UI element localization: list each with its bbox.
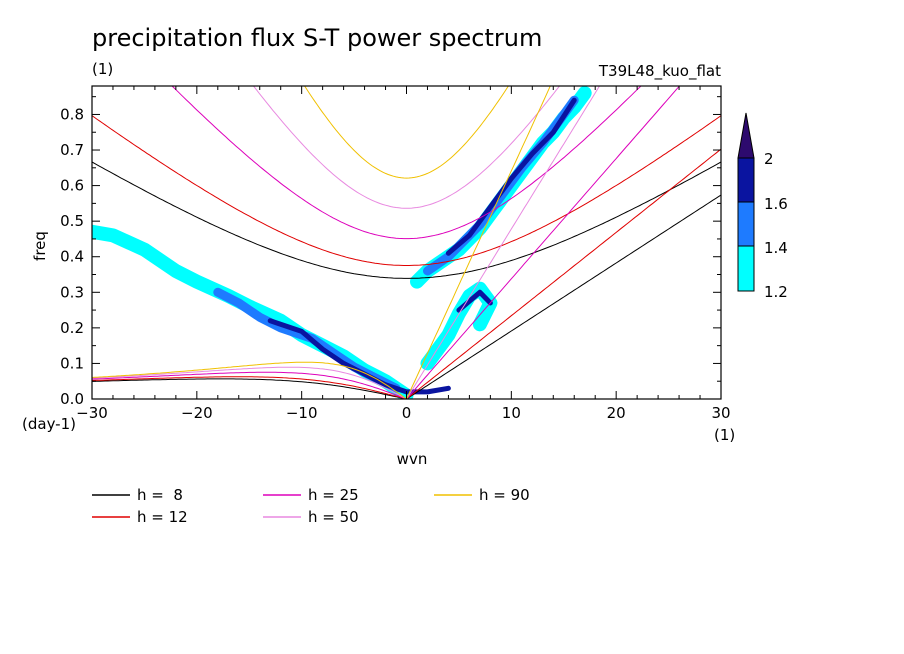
y-tick-label: 0.1 xyxy=(60,354,84,372)
colorbar: 1.2 1.4 1.6 2 xyxy=(737,112,788,301)
y-tick-label: 0.4 xyxy=(60,248,84,266)
y-tick-label: 0.5 xyxy=(60,212,84,230)
curve-inertia-gravity-h25 xyxy=(171,86,642,240)
legend-label: h = 50 xyxy=(308,508,359,526)
colorbar-swatch xyxy=(737,201,755,247)
y-tick-label: 0.6 xyxy=(60,177,84,195)
y-tick-label: 0.2 xyxy=(60,319,84,337)
curve-rossby-h12 xyxy=(92,376,407,399)
contour-fill-layer xyxy=(92,86,592,399)
curve-kelvin-h12 xyxy=(406,148,721,399)
chart-subtitle-right: T39L48_kuo_flat xyxy=(598,62,721,81)
colorbar-label: 2 xyxy=(764,150,774,168)
y-tick-label: 0.0 xyxy=(60,390,84,408)
dispersion-curves-layer xyxy=(92,86,721,399)
chart-subtitle-left: (1) xyxy=(92,60,113,78)
axis-ticks: −30 −20 −10 0 10 20 30 0.0 0.1 0.2 0.3 0.4 0.5 0.6 0.7… xyxy=(60,86,731,422)
legend-label: h = 25 xyxy=(308,486,359,504)
x-tick-label: −10 xyxy=(286,404,318,422)
curve-rossby-h25 xyxy=(92,371,407,399)
contour-region-kelvin-5 xyxy=(445,97,577,256)
x-tick-label: 10 xyxy=(502,404,521,422)
x-tick-label: 20 xyxy=(607,404,626,422)
curve-inertia-gravity-h50 xyxy=(252,86,561,209)
x-unit-label: (1) xyxy=(714,426,735,444)
curve-rossby-h90 xyxy=(92,361,407,399)
curve-kelvin-h8 xyxy=(406,194,721,399)
curve-inertia-gravity-h12 xyxy=(92,115,721,266)
contour-region-westward-2 xyxy=(267,318,388,388)
x-tick-label: −20 xyxy=(181,404,213,422)
curve-inertia-gravity-h8 xyxy=(92,161,721,279)
curve-inertia-gravity-h90 xyxy=(304,86,509,179)
x-tick-label: 30 xyxy=(711,404,730,422)
legend-label: h = 12 xyxy=(137,508,188,526)
legend: h = 8 h = 12 h = 25 h = 50 h = 90 xyxy=(92,486,530,526)
colorbar-label: 1.2 xyxy=(764,283,788,301)
plot-frame xyxy=(91,85,722,400)
contour-region-lower-eastward-7 xyxy=(456,289,493,313)
x-axis-label: wvn xyxy=(397,450,428,468)
curve-kelvin-h50 xyxy=(406,86,601,399)
colorbar-label: 1.6 xyxy=(764,195,788,213)
legend-label: h = 90 xyxy=(479,486,530,504)
contour-region-lower-eastward-6 xyxy=(420,281,498,371)
x-tick-label: 0 xyxy=(402,404,412,422)
x-tick-label: −30 xyxy=(76,404,108,422)
colorbar-swatch xyxy=(737,157,755,203)
curve-kelvin-h90 xyxy=(406,86,551,399)
y-tick-label: 0.8 xyxy=(60,105,84,123)
y-axis-label: freq xyxy=(31,231,49,261)
y-tick-label: 0.3 xyxy=(60,283,84,301)
legend-label: h = 8 xyxy=(137,486,183,504)
y-unit-label: (day-1) xyxy=(22,415,76,433)
colorbar-swatch xyxy=(737,245,755,292)
colorbar-label: 1.4 xyxy=(764,239,788,257)
colorbar-arrow xyxy=(737,112,755,159)
y-tick-label: 0.7 xyxy=(60,141,84,159)
curve-kelvin-h25 xyxy=(406,86,681,399)
curve-rossby-h50 xyxy=(92,366,407,399)
curve-rossby-h8 xyxy=(92,378,407,399)
chart-title: precipitation flux S-T power spectrum xyxy=(92,24,542,52)
